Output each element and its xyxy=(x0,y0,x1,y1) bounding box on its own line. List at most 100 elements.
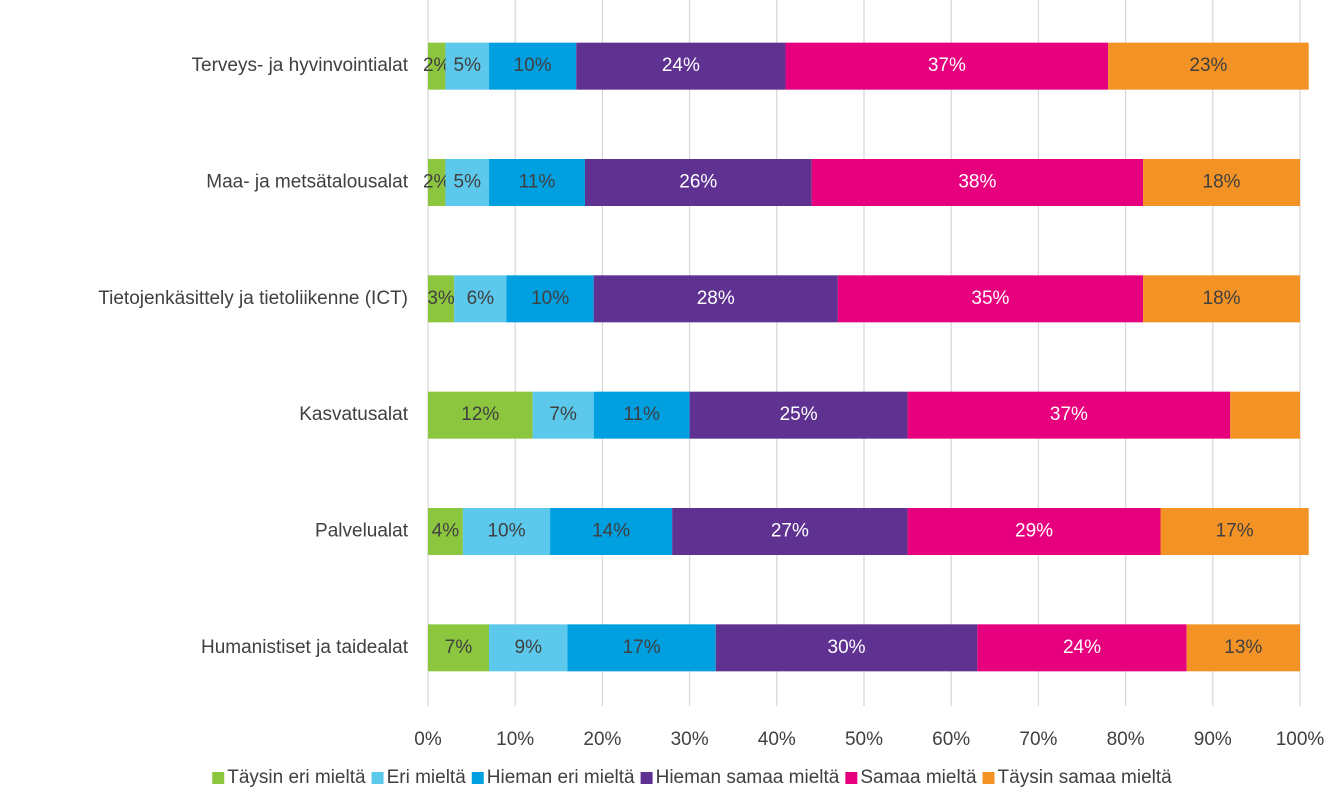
category-label: Kasvatusalat xyxy=(299,404,409,425)
data-label: 26% xyxy=(679,172,717,193)
bar-segment xyxy=(506,275,594,323)
data-label: 29% xyxy=(1015,521,1053,542)
bar-segment xyxy=(445,159,490,206)
bar-segment xyxy=(837,275,1144,323)
legend-swatch xyxy=(982,772,995,784)
legend-label: Täysin samaa mieltä xyxy=(998,767,1173,788)
x-tick-label: 100% xyxy=(1276,729,1325,750)
legend-swatch xyxy=(371,772,384,784)
grid xyxy=(427,0,1301,706)
bar-segment xyxy=(454,275,507,323)
x-tick-label: 10% xyxy=(496,729,534,750)
bar-segment xyxy=(428,159,446,206)
data-label: 17% xyxy=(1216,521,1254,542)
data-label: 18% xyxy=(1203,172,1241,193)
x-tick-label: 80% xyxy=(1107,729,1145,750)
x-tick-label: 0% xyxy=(414,729,442,750)
bar-segment xyxy=(1143,159,1300,206)
bar-segment xyxy=(428,624,490,672)
data-label: 17% xyxy=(623,637,661,658)
legend: Täysin eri mieltä Eri mieltä Hieman eri mi… xyxy=(212,767,1172,788)
data-label: 7% xyxy=(549,404,577,425)
data-label: 30% xyxy=(828,637,866,658)
x-tick-label: 50% xyxy=(845,729,883,750)
data-label: 25% xyxy=(780,404,818,425)
legend-label: Hieman samaa mieltä xyxy=(656,767,840,788)
data-label: 37% xyxy=(928,55,966,76)
bar-segment xyxy=(489,159,585,206)
x-tick-label: 40% xyxy=(758,729,796,750)
data-label: 23% xyxy=(1189,55,1227,76)
category-label: Tietojenkäsittely ja tietoliikenne (ICT) xyxy=(98,288,408,309)
bar-segment xyxy=(428,275,455,323)
data-label: 10% xyxy=(514,55,552,76)
legend-swatch xyxy=(471,772,484,784)
data-label: 2% xyxy=(423,55,451,76)
bar-segment xyxy=(576,42,786,90)
data-label: 24% xyxy=(1063,637,1101,658)
data-label: 7% xyxy=(445,637,473,658)
data-label: 18% xyxy=(1203,288,1241,309)
bar-segment xyxy=(593,275,838,323)
data-label: 14% xyxy=(592,521,630,542)
bar-segment xyxy=(907,391,1231,439)
bar-segment xyxy=(672,508,908,555)
bar-segment xyxy=(1230,391,1300,439)
data-label: 35% xyxy=(971,288,1009,309)
bar-segment xyxy=(428,42,446,90)
bar-segment xyxy=(1108,42,1309,90)
data-label: 5% xyxy=(454,172,482,193)
bar-segment xyxy=(593,391,690,439)
data-label: 27% xyxy=(771,521,809,542)
data-label: 37% xyxy=(1050,404,1088,425)
legend-label: Eri mieltä xyxy=(387,767,467,788)
data-label: 10% xyxy=(531,288,569,309)
data-label: 4% xyxy=(432,521,460,542)
bar-segment xyxy=(489,624,568,672)
data-label: 24% xyxy=(662,55,700,76)
x-tick-label: 70% xyxy=(1019,729,1057,750)
bar-segment xyxy=(907,508,1161,555)
bar-segment xyxy=(428,391,533,439)
bar-segment xyxy=(489,42,577,90)
legend-swatch xyxy=(212,772,225,784)
legend-label: Samaa mieltä xyxy=(860,767,977,788)
bar-segment xyxy=(532,391,594,439)
data-label: 5% xyxy=(454,55,482,76)
data-label: 11% xyxy=(519,172,556,193)
bar-segment xyxy=(811,159,1144,206)
data-label: 13% xyxy=(1224,637,1262,658)
x-tick-label: 30% xyxy=(671,729,709,750)
data-label: 38% xyxy=(958,172,996,193)
bar-segment xyxy=(1160,508,1309,555)
data-label: 9% xyxy=(515,637,543,658)
bar-segment xyxy=(977,624,1187,672)
category-label: Humanistiset ja taidealat xyxy=(201,637,409,658)
category-label: Maa- ja metsätalousalat xyxy=(206,172,408,193)
x-tick-label: 20% xyxy=(583,729,621,750)
bar-segment xyxy=(1186,624,1300,672)
bar-segment xyxy=(445,42,490,90)
data-label: 11% xyxy=(623,404,660,425)
legend-swatch xyxy=(640,772,653,784)
bar-segment xyxy=(785,42,1109,90)
data-label: 2% xyxy=(423,172,451,193)
data-label: 3% xyxy=(427,288,455,309)
bar-segment xyxy=(567,624,716,672)
bar-segment xyxy=(584,159,812,206)
x-tick-label: 60% xyxy=(932,729,970,750)
data-label: 6% xyxy=(467,288,495,309)
x-tick-label: 90% xyxy=(1194,729,1232,750)
data-label: 12% xyxy=(461,404,499,425)
bar-segment xyxy=(689,391,908,439)
bar-segment xyxy=(1143,275,1300,323)
legend-label: Hieman eri mieltä xyxy=(487,767,635,788)
category-label: Terveys- ja hyvinvointialat xyxy=(192,55,409,76)
bar-segment xyxy=(550,508,673,555)
data-label: 10% xyxy=(487,521,525,542)
bar-segment xyxy=(462,508,551,555)
bar-segment xyxy=(428,508,463,555)
legend-swatch xyxy=(845,772,858,784)
category-label: Palvelualat xyxy=(315,521,409,542)
